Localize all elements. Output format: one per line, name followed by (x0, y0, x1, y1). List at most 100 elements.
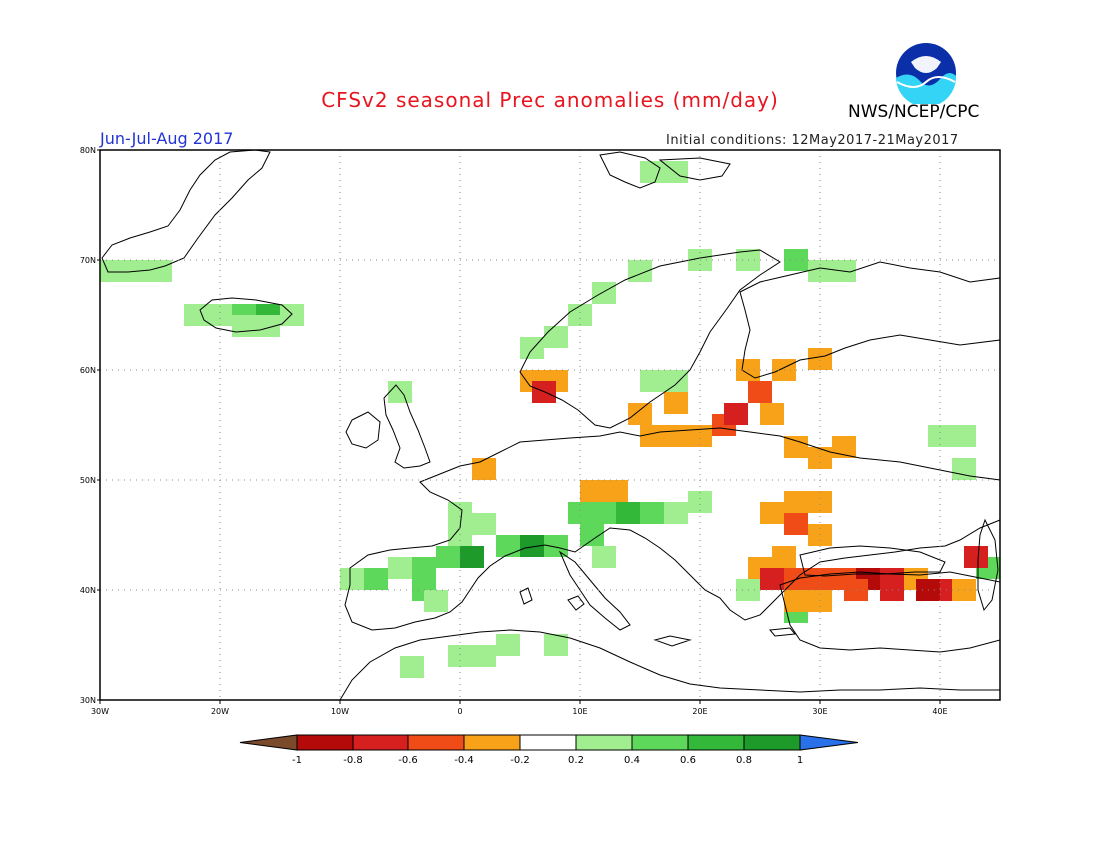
anomaly-cells-layer (100, 161, 1000, 678)
anomaly-cell (952, 425, 976, 447)
anomaly-cell (568, 304, 592, 326)
mediterranean-islands-coast (519, 587, 796, 647)
anomaly-cell (256, 315, 280, 337)
anomaly-cell (580, 524, 604, 546)
anomaly-cell (616, 502, 640, 524)
lon-tick-label: 30W (91, 707, 109, 716)
colorbar-swatch (463, 734, 521, 751)
anomaly-cell (640, 370, 664, 392)
anomaly-cell (472, 645, 496, 667)
anomaly-cell (664, 502, 688, 524)
lon-tick-label: 20E (692, 707, 707, 716)
colorbar-tick-label: -0.6 (398, 755, 418, 766)
colorbar-high-arrow (799, 734, 859, 751)
ireland-coast (345, 411, 381, 449)
colorbar-tick-label: 0.2 (568, 755, 584, 766)
colorbar-low-arrow (239, 734, 298, 751)
anomaly-cell (604, 480, 628, 502)
lon-tick-label: 30E (812, 707, 827, 716)
anomaly-cell (808, 348, 832, 370)
anomaly-cell (688, 425, 712, 447)
colorbar-swatch (407, 734, 465, 751)
lat-tick-label: 70N (80, 256, 96, 265)
anomaly-cell (640, 502, 664, 524)
anomaly-cell (964, 546, 988, 568)
colorbar-tick-label: 0.4 (624, 755, 640, 766)
axis-labels-layer: 80N 70N 60N 50N 40N 30N 30W 20W 10W 0 10E 20E 30E 40E (80, 146, 948, 716)
anomaly-cell (388, 557, 412, 579)
anomaly-cell (568, 502, 592, 524)
anomaly-cell (952, 458, 976, 480)
turkey-coast (779, 571, 1001, 653)
iceland-coast (199, 297, 293, 333)
anomaly-cell (664, 370, 688, 392)
black-sea-outline (799, 545, 946, 577)
great-britain-coast (383, 384, 431, 469)
anomaly-cell (100, 260, 124, 282)
anomaly-cell (640, 425, 664, 447)
anomaly-cell (832, 436, 856, 458)
colorbar-tick-label: -0.4 (454, 755, 474, 766)
initial-conditions-label: Initial conditions: 12May2017-21May2017 (666, 133, 959, 148)
anomaly-cell (664, 425, 688, 447)
anomaly-cell (424, 590, 448, 612)
anomaly-cell (364, 568, 388, 590)
italy-coast (558, 550, 631, 631)
anomaly-cell (808, 447, 832, 469)
map-frame (99, 149, 1001, 701)
anomaly-cell (544, 535, 568, 557)
caspian-outline (977, 518, 999, 612)
anomaly-cell (148, 260, 172, 282)
anomaly-cell (760, 502, 784, 524)
anomaly-cell (592, 546, 616, 568)
continental-europe-coast (344, 427, 1001, 631)
colorbar-tick-label: 1 (797, 755, 803, 766)
anomaly-cell (496, 535, 520, 557)
anomaly-cell (784, 491, 808, 513)
lat-tick-label: 60N (80, 366, 96, 375)
agency-label: NWS/NCEP/CPC (848, 102, 980, 122)
noaa-logo-icon (896, 43, 957, 104)
lat-tick-label: 50N (80, 476, 96, 485)
anomaly-cell (340, 568, 364, 590)
colorbar-swatch (519, 734, 577, 751)
anomaly-cell (808, 491, 832, 513)
anomaly-cell (592, 282, 616, 304)
anomaly-cell (520, 535, 544, 557)
anomaly-cell (436, 546, 460, 568)
anomaly-cell (640, 161, 664, 183)
anomaly-cell (472, 513, 496, 535)
anomaly-cell (808, 568, 832, 590)
season-label: Jun-Jul-Aug 2017 (100, 129, 234, 148)
map-title: CFSv2 seasonal Prec anomalies (mm/day) (321, 88, 779, 112)
anomaly-cell (580, 480, 604, 502)
lat-tick-label: 80N (80, 146, 96, 155)
anomaly-cell (772, 546, 796, 568)
anomaly-cell (448, 645, 472, 667)
anomaly-cell (544, 326, 568, 348)
anomaly-cell (784, 590, 808, 612)
north-africa-coast (339, 629, 1001, 701)
anomaly-cell (760, 403, 784, 425)
anomaly-cell (784, 513, 808, 535)
colorbar-tick-label: -0.2 (510, 755, 530, 766)
anomaly-cell (400, 656, 424, 678)
anomaly-cell (628, 403, 652, 425)
lat-tick-label: 30N (80, 696, 96, 705)
lon-tick-label: 40E (932, 707, 947, 716)
anomaly-cell (412, 557, 436, 579)
colorbar-tick-label: -1 (292, 755, 302, 766)
lon-tick-label: 20W (211, 707, 229, 716)
anomaly-cell (184, 304, 208, 326)
greenland-coast (101, 149, 271, 273)
colorbar: -1 -0.8 -0.6 -0.4 -0.2 0.2 0.4 0.6 0.8 1 (239, 734, 859, 766)
colorbar-tick-label: 0.6 (680, 755, 696, 766)
svalbard-coast-2 (658, 157, 731, 181)
lon-tick-label: 10E (572, 707, 587, 716)
lon-tick-label: 0 (457, 707, 462, 716)
anomaly-cell (544, 634, 568, 656)
lon-tick-label: 10W (331, 707, 349, 716)
lat-tick-label: 40N (80, 586, 96, 595)
anomaly-cell (688, 491, 712, 513)
